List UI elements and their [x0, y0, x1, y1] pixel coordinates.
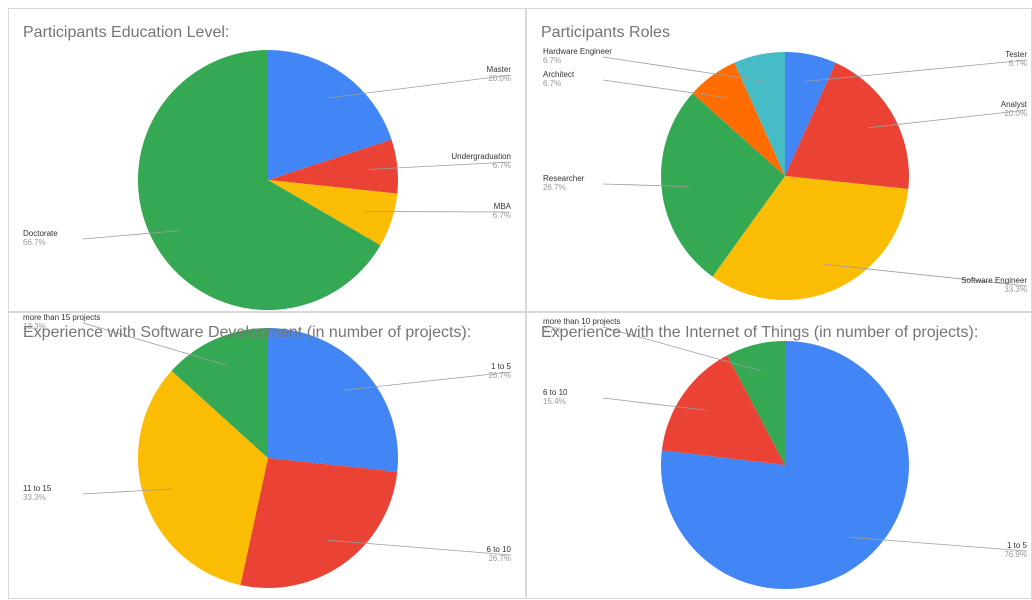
leader-line: [82, 322, 228, 366]
slice-label: Master: [487, 65, 512, 74]
slice-label: MBA: [494, 202, 512, 211]
slice-label: more than 15 projects: [23, 313, 100, 322]
pie-slice-tester: [785, 52, 836, 176]
pie-slice-more-than-15-projects: [171, 328, 268, 458]
leader-line: [824, 263, 1028, 287]
participants-roles-chart-panel: Tester 6.7% Analyst 20.0% Software Engineer 3…: [526, 8, 1032, 312]
slice-percent-label: 26.7%: [488, 554, 511, 563]
pie-labels: Master20.0%Undergraduation6.7%MBA6.7%Doc…: [23, 65, 512, 247]
education-level-chart-panel: Master 20.0% Undergraduation 6.7% MBA 6.7% Doc…: [8, 8, 526, 312]
slice-percent-label: 33.3%: [23, 493, 46, 502]
slice-percent-label: 20.0%: [1004, 109, 1027, 118]
slice-percent-label: 6.7%: [543, 79, 561, 88]
leader-line: [602, 183, 689, 187]
slice-label: Researcher: [543, 174, 585, 183]
slice-label: Analyst: [1001, 100, 1028, 109]
pie-slices: [138, 50, 398, 310]
slice-label: Tester: [1005, 50, 1027, 59]
slice-label: Doctorate: [23, 229, 58, 238]
slice-label: Hardware Engineer: [543, 47, 612, 56]
chart-title: Experience with the Internet of Things (…: [541, 324, 978, 341]
pie-slice-mba: [268, 180, 398, 246]
leader-line: [82, 230, 181, 240]
slice-percent-label: 6.7%: [493, 211, 511, 220]
slice-label: 1 to 5: [491, 362, 512, 371]
pie-slice-more-than-10-projects: [727, 341, 785, 465]
leader-line: [805, 59, 1028, 82]
leader-line: [82, 488, 172, 495]
slice-label: 6 to 10: [487, 545, 512, 554]
chart-title: Experience with Software Development (in…: [23, 324, 471, 341]
chart-title: Participants Education Level:: [23, 24, 229, 41]
education-level-pie-chart: Master20.0%Undergraduation6.7%MBA6.7%Doc…: [23, 24, 512, 310]
pie-slice-master: [268, 50, 392, 180]
slice-percent-label: 13.3%: [23, 322, 46, 331]
leader-line: [368, 161, 512, 170]
pie-slice-hardware-engineer: [734, 52, 785, 176]
pie-slice-6-to-10: [661, 355, 785, 465]
pie-slice-architect: [692, 62, 785, 176]
leader-line: [602, 56, 765, 82]
pie-slices: [660, 52, 910, 301]
pie-slice-1-to-5: [660, 341, 909, 589]
pie-slice-doctorate: [138, 50, 381, 310]
pie-slice-researcher: [660, 93, 785, 277]
slice-percent-label: 6.7%: [493, 161, 511, 170]
leader-line: [868, 109, 1028, 129]
slice-percent-label: 76.9%: [1004, 550, 1027, 559]
slice-label: 1 to 5: [1007, 541, 1028, 550]
leader-line: [343, 371, 512, 391]
leader-line: [602, 79, 729, 99]
slice-percent-label: 20.0%: [488, 74, 511, 83]
leader-line: [602, 397, 706, 411]
slice-percent-label: 26.7%: [543, 183, 566, 192]
leader-line: [602, 326, 762, 372]
slice-percent-label: 33.3%: [1004, 285, 1027, 294]
slice-label: more than 10 projects: [543, 317, 620, 326]
pie-slice-software-engineer: [712, 176, 909, 301]
software-experience-chart-panel: 1 to 5 26.7% 6 to 10 26.7% 11 to 15 33.3% more…: [8, 312, 526, 599]
leader-line: [327, 539, 512, 556]
pie-slice-11-to-15: [138, 370, 268, 586]
slice-label: Software Engineer: [961, 276, 1027, 285]
iot-experience-chart-panel: 1 to 5 76.9% 6 to 10 15.4% more than 10 proj…: [526, 312, 1032, 599]
slice-percent-label: 15.4%: [543, 397, 566, 406]
pie-slices: [660, 341, 909, 589]
slice-label: 6 to 10: [543, 388, 568, 397]
slice-percent-label: 6.7%: [1009, 59, 1027, 68]
slice-label: 11 to 15: [23, 484, 52, 493]
slice-percent-label: 66.7%: [23, 238, 46, 247]
pie-slices: [138, 328, 399, 588]
pie-slice-6-to-10: [240, 458, 398, 588]
leader-line: [849, 536, 1028, 552]
slice-label: Architect: [543, 70, 575, 79]
pie-slice-undergraduation: [268, 139, 398, 194]
slice-percent-label: 7.7%: [543, 326, 561, 335]
leader-line: [327, 74, 512, 99]
leader-line: [364, 211, 512, 213]
slice-label: Undergraduation: [451, 152, 511, 161]
slice-percent-label: 26.7%: [488, 371, 511, 380]
pie-slice-analyst: [785, 62, 910, 190]
pie-slice-1-to-5: [268, 328, 399, 472]
slice-percent-label: 6.7%: [543, 56, 561, 65]
chart-title: Participants Roles: [541, 24, 670, 41]
